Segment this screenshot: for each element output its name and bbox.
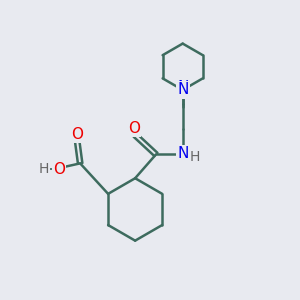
Text: O: O: [71, 127, 83, 142]
Text: N: N: [177, 80, 188, 95]
Text: O: O: [128, 121, 140, 136]
Text: H: H: [190, 150, 200, 164]
Text: N: N: [177, 82, 188, 98]
Text: N: N: [177, 146, 188, 161]
Text: H: H: [39, 162, 49, 176]
Text: O: O: [53, 162, 65, 177]
